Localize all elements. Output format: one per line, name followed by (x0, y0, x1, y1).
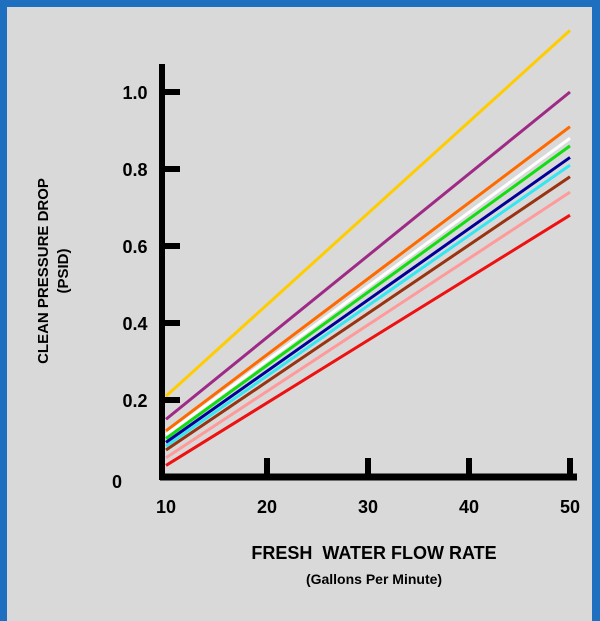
series-line-5 (165, 144, 571, 440)
x-tick-label-40: 40 (459, 497, 479, 517)
y-tick-label-0.4: 0.4 (122, 314, 147, 334)
x-tick-label-10: 10 (156, 497, 176, 517)
series-line-2 (165, 90, 571, 421)
x-tick-label-30: 30 (358, 497, 378, 517)
series-line-1 (164, 29, 572, 398)
series-line-10 (165, 213, 571, 467)
series-line-7 (165, 163, 571, 448)
x-tick-label-20: 20 (257, 497, 277, 517)
series-line-8 (165, 175, 571, 452)
x-axis-title: FRESH WATER FLOW RATE (251, 543, 496, 563)
y-axis-title: CLEAN PRESSURE DROP (35, 178, 52, 364)
y-tick-label-1.0: 1.0 (122, 83, 147, 103)
y-tick-label-0: 0 (112, 472, 122, 492)
chart-panel (7, 7, 592, 621)
y-tick-layer: 0 0.2 0.4 0.6 0.8 1.0 (112, 83, 180, 492)
series-line-3 (165, 125, 571, 432)
y-axis-subtitle: (PSID) (55, 248, 72, 293)
y-tick-label-0.6: 0.6 (122, 237, 147, 257)
series-line-9 (165, 190, 571, 460)
y-tick-label-0.8: 0.8 (122, 160, 147, 180)
x-tick-layer: 10 20 30 40 50 (156, 458, 580, 517)
y-tick-label-0.2: 0.2 (122, 391, 147, 411)
series-layer (164, 29, 572, 467)
series-line-4 (165, 136, 571, 436)
x-axis-subtitle: (Gallons Per Minute) (306, 571, 442, 587)
x-tick-label-50: 50 (560, 497, 580, 517)
series-line-6 (165, 156, 571, 444)
